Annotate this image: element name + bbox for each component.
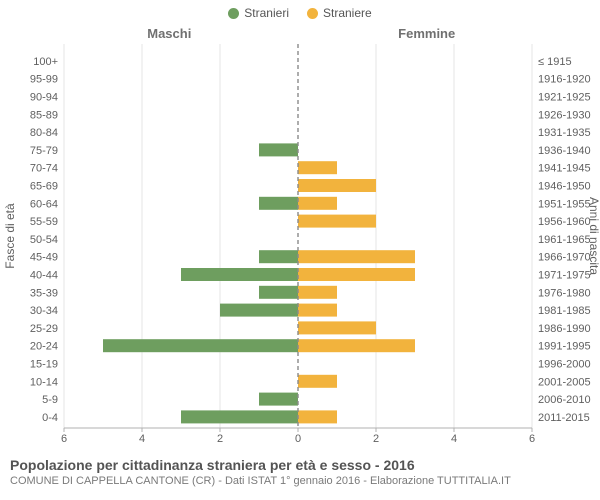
birth-label: 1961-1965 (538, 234, 591, 246)
x-tick: 2 (217, 433, 223, 445)
bar-male (259, 197, 298, 210)
caption-subtitle: COMUNE DI CAPPELLA CANTONE (CR) - Dati I… (10, 475, 600, 487)
bar-female (298, 161, 337, 174)
age-label: 35-39 (30, 287, 58, 299)
x-tick: 6 (529, 433, 535, 445)
x-tick: 4 (139, 433, 145, 445)
birth-label: 1916-1920 (538, 74, 591, 86)
birth-label: 1966-1970 (538, 252, 591, 264)
header-female: Femmine (398, 26, 455, 41)
birth-label: 1981-1985 (538, 305, 591, 317)
birth-label: 1936-1940 (538, 145, 591, 157)
x-tick: 4 (451, 433, 457, 445)
bar-female (298, 197, 337, 210)
bar-female (298, 304, 337, 317)
bar-male (103, 339, 298, 352)
legend: Stranieri Straniere (0, 0, 600, 20)
age-label: 5-9 (42, 394, 58, 406)
chart: 100+ ≤ 1915 95-99 1916-1920 90-94 1921-1925 85… (0, 20, 600, 457)
caption: Popolazione per cittadinanza straniera p… (0, 457, 600, 487)
age-label: 50-54 (30, 234, 58, 246)
birth-label: 1926-1930 (538, 109, 591, 121)
birth-label: 1921-1925 (538, 92, 591, 104)
bar-male (259, 250, 298, 263)
age-label: 40-44 (30, 270, 58, 282)
bar-female (298, 268, 415, 281)
bar-female (298, 410, 337, 423)
birth-label: 1951-1955 (538, 198, 591, 210)
bar-male (259, 143, 298, 156)
x-tick: 0 (295, 433, 301, 445)
birth-label: 1941-1945 (538, 163, 591, 175)
birth-label: 1976-1980 (538, 287, 591, 299)
bar-male (181, 410, 298, 423)
birth-label: ≤ 1915 (538, 56, 572, 68)
legend-item-male: Stranieri (228, 6, 289, 20)
y-left-title: Fasce di età (3, 203, 17, 269)
legend-label-female: Straniere (323, 6, 372, 20)
age-label: 95-99 (30, 74, 58, 86)
age-label: 75-79 (30, 145, 58, 157)
y-right-title: Anni di nascita (587, 197, 600, 275)
age-label: 15-19 (30, 359, 58, 371)
swatch-male (228, 8, 239, 19)
bar-male (181, 268, 298, 281)
pyramid-svg: 100+ ≤ 1915 95-99 1916-1920 90-94 1921-1925 85… (0, 20, 600, 452)
legend-item-female: Straniere (307, 6, 372, 20)
age-label: 30-34 (30, 305, 58, 317)
x-tick: 6 (61, 433, 67, 445)
age-label: 0-4 (42, 412, 58, 424)
birth-label: 1946-1950 (538, 181, 591, 193)
bar-male (220, 304, 298, 317)
legend-label-male: Stranieri (244, 6, 289, 20)
bar-female (298, 339, 415, 352)
age-label: 100+ (33, 56, 58, 68)
bar-female (298, 179, 376, 192)
x-tick: 2 (373, 433, 379, 445)
age-label: 60-64 (30, 198, 58, 210)
birth-label: 1991-1995 (538, 341, 591, 353)
age-label: 20-24 (30, 341, 58, 353)
bar-male (259, 393, 298, 406)
age-label: 80-84 (30, 127, 58, 139)
birth-label: 1971-1975 (538, 270, 591, 282)
age-label: 55-59 (30, 216, 58, 228)
bar-female (298, 250, 415, 263)
age-label: 25-29 (30, 323, 58, 335)
header-male: Maschi (147, 26, 191, 41)
birth-label: 1986-1990 (538, 323, 591, 335)
swatch-female (307, 8, 318, 19)
bar-female (298, 286, 337, 299)
age-label: 90-94 (30, 92, 58, 104)
birth-label: 2011-2015 (538, 412, 590, 424)
bar-female (298, 215, 376, 228)
age-label: 70-74 (30, 163, 58, 175)
age-label: 10-14 (30, 376, 58, 388)
age-label: 45-49 (30, 252, 58, 264)
bar-female (298, 375, 337, 388)
birth-label: 1996-2000 (538, 359, 591, 371)
age-label: 85-89 (30, 109, 58, 121)
age-label: 65-69 (30, 181, 58, 193)
bar-female (298, 321, 376, 334)
birth-label: 2006-2010 (538, 394, 591, 406)
bar-male (259, 286, 298, 299)
birth-label: 1956-1960 (538, 216, 591, 228)
caption-title: Popolazione per cittadinanza straniera p… (10, 457, 600, 473)
birth-label: 1931-1935 (538, 127, 591, 139)
birth-label: 2001-2005 (538, 376, 591, 388)
